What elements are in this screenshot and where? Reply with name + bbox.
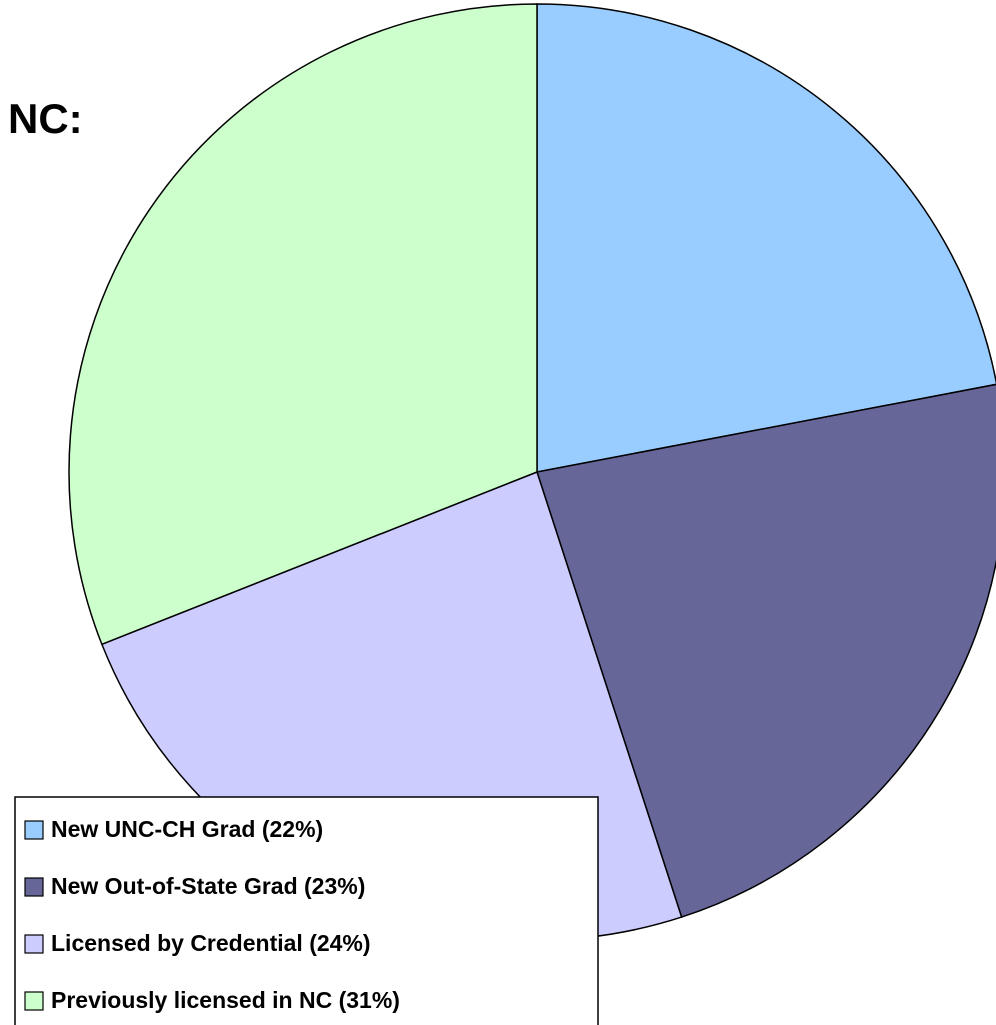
chart-title: NC: <box>8 95 83 142</box>
legend-label: Licensed by Credential (24%) <box>51 930 371 956</box>
pie-slice <box>536 3 996 473</box>
legend-box <box>14 796 599 1025</box>
legend-swatch <box>24 877 44 897</box>
legend: New UNC-CH Grad (22%) New Out-of-State Gr… <box>14 796 599 1025</box>
legend-swatch <box>24 934 44 954</box>
legend-label: New Out-of-State Grad (23%) <box>51 873 365 899</box>
pie-slice <box>68 3 538 646</box>
legend-swatch <box>24 991 44 1011</box>
legend-swatch <box>24 820 44 840</box>
legend-label: Previously licensed in NC (31%) <box>51 987 400 1013</box>
pie-slice <box>536 383 996 919</box>
legend-label: New UNC-CH Grad (22%) <box>51 816 323 842</box>
